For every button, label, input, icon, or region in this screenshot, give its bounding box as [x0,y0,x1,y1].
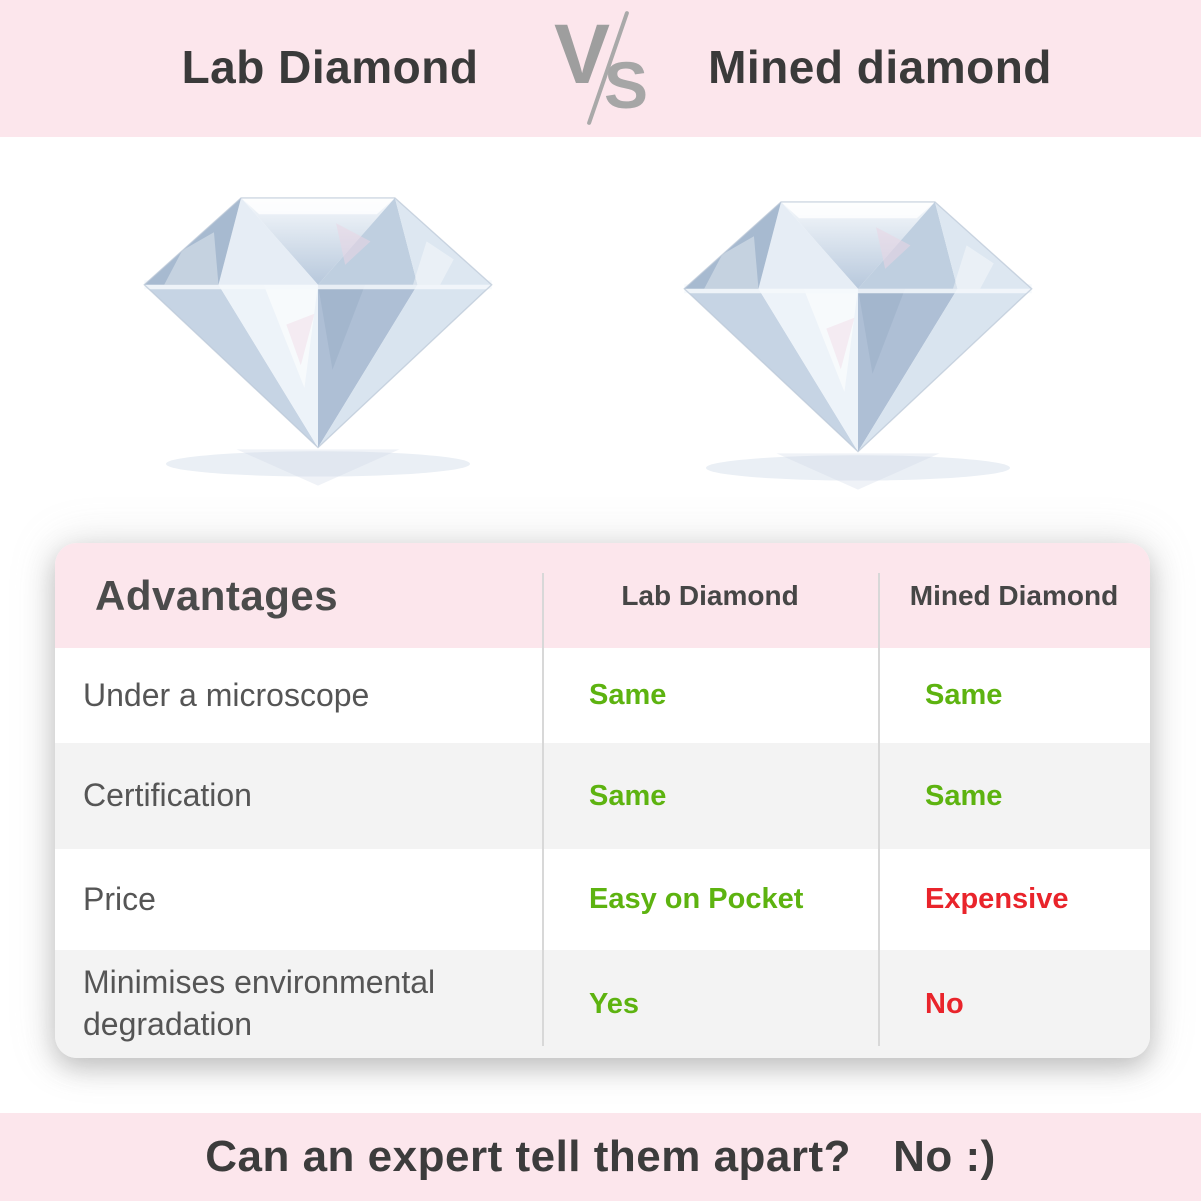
table-cell-mined-value: Same [878,648,1150,743]
column-divider [878,573,880,1046]
table-row-label: Certification [55,743,542,849]
bottom-banner: Can an expert tell them apart? No :) [0,1113,1201,1201]
comparison-table: Advantages Lab Diamond Mined Diamond Und… [55,543,1150,1058]
table-cell-lab-value: Easy on Pocket [542,849,878,950]
row-label-text: Price [83,880,156,917]
table-cell-lab-value: Same [542,648,878,743]
column-divider [542,573,544,1046]
lab-diamond-title: Lab Diamond [181,41,479,93]
table-header-mined-diamond: Mined Diamond [878,543,1150,648]
footer-question: Can an expert tell them apart? [205,1132,852,1181]
table-row-label: Minimises environmental degradation [55,950,542,1058]
row-label-text: Minimises environmental degradation [83,964,436,1042]
table-header-lab-diamond: Lab Diamond [542,543,878,648]
top-banner: Lab Diamond V S Mined diamond [0,0,1201,137]
table-cell-mined-value: No [878,950,1150,1058]
footer-answer: No :) [893,1132,996,1181]
table-row-label: Price [55,849,542,950]
table-cell-mined-value: Expensive [878,849,1150,950]
advantages-heading: Advantages [95,571,339,619]
table-cell-lab-value: Yes [542,950,878,1058]
table-cell-mined-value: Same [878,743,1150,849]
vs-letter-s: S [604,48,649,122]
table-cell-lab-value: Same [542,743,878,849]
lab-diamond-image [128,178,508,486]
table-row-label: Under a microscope [55,648,542,743]
row-label-text: Under a microscope [83,676,370,713]
diamond-illustration [143,197,493,486]
comparison-table-card: Advantages Lab Diamond Mined Diamond Und… [55,543,1150,1058]
table-header-advantages: Advantages [55,543,542,648]
row-label-text: Certification [83,777,252,814]
mined-diamond-image [668,182,1048,490]
vs-graphic: V S [548,4,652,132]
diamond-illustration [683,201,1033,490]
mined-diamond-title: Mined diamond [708,41,1052,93]
